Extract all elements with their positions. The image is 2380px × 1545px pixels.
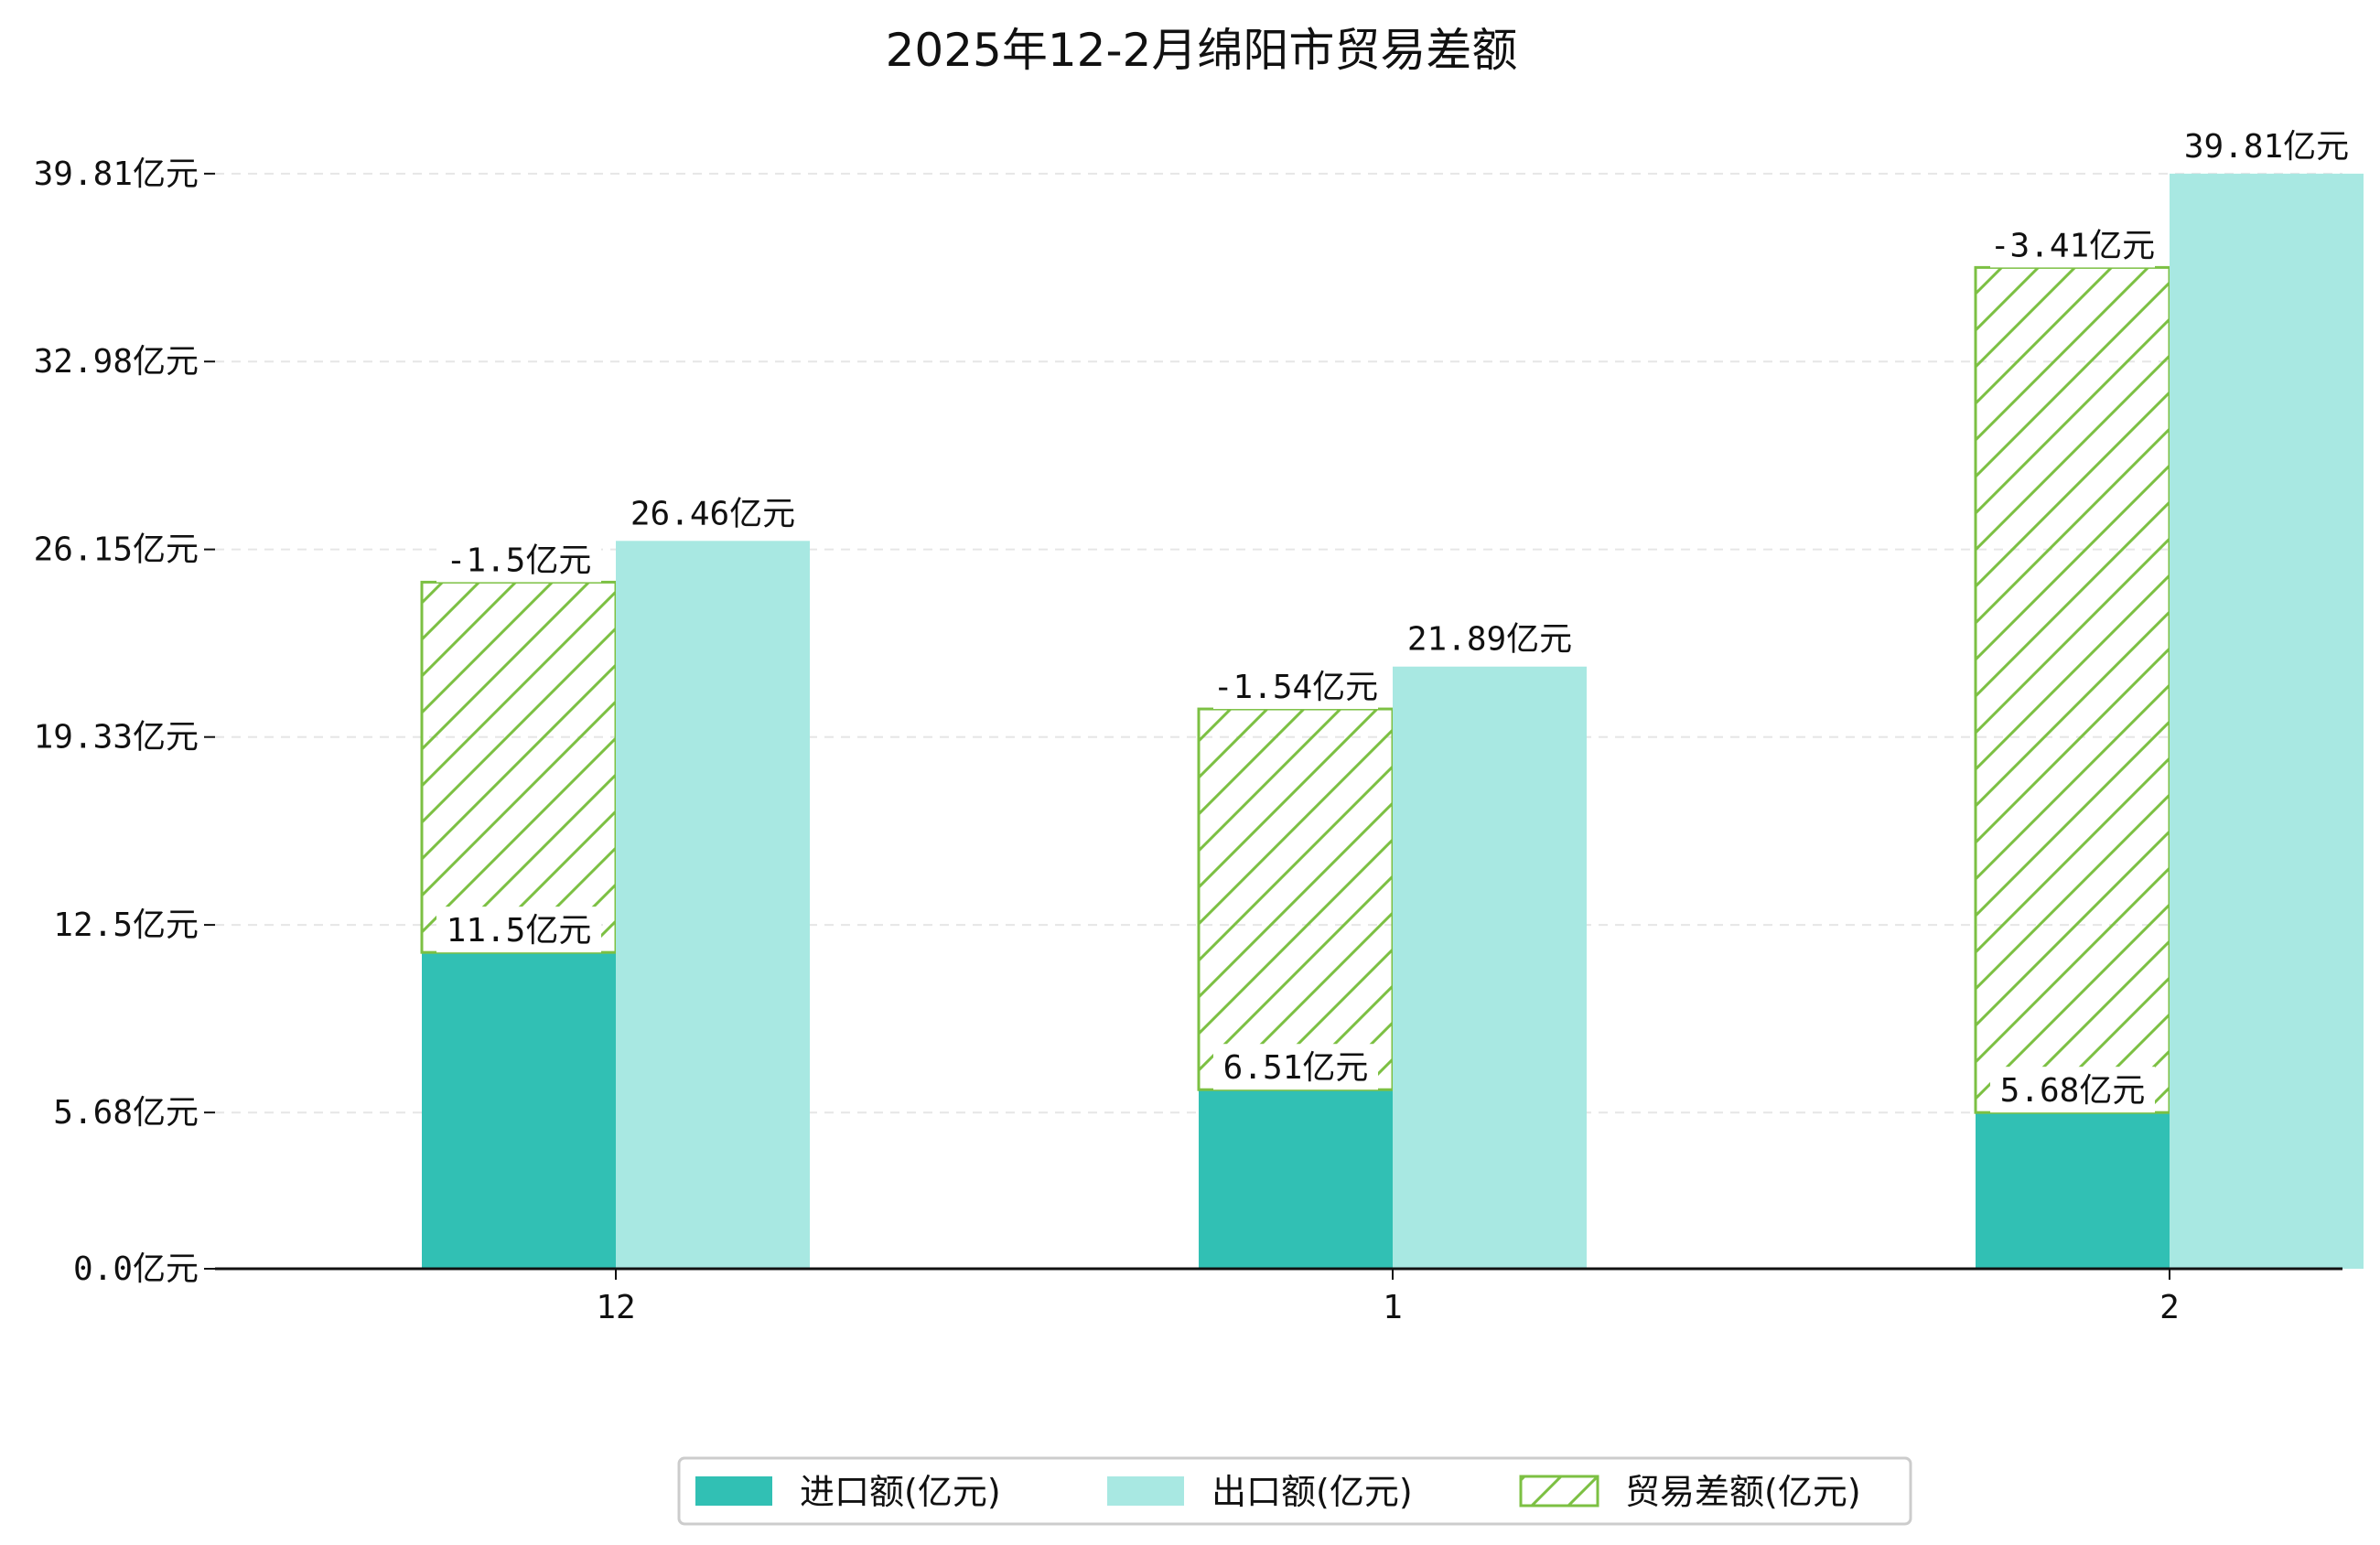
y-tick-label: 12.5亿元 <box>53 907 199 944</box>
balance-value-label-bg <box>1990 221 2155 268</box>
legend-label: 贸易差额(亿元) <box>1625 1472 1861 1512</box>
y-tick-label: 39.81亿元 <box>34 156 199 193</box>
legend-frame <box>677 1456 1912 1526</box>
value-labels: 11.5亿元 -1.5亿元 26.46亿元 6.51亿元 -1.54亿元 21.89亿元 5… <box>436 122 2349 1113</box>
import-bar <box>422 952 616 1269</box>
balance-value-label-bg <box>1213 663 1378 710</box>
x-tick-label: 1 <box>1383 1289 1403 1326</box>
balance-value-label: -3.41亿元 <box>1990 227 2155 264</box>
export-bar <box>1393 666 1587 1269</box>
import-value-label-bg <box>436 907 601 953</box>
import-value-label-bg <box>1213 1044 1378 1090</box>
balance-value-label-bg <box>436 536 601 583</box>
export-bar <box>616 541 810 1269</box>
import-bar <box>1976 1112 2170 1269</box>
import-value-label: 11.5亿元 <box>447 912 592 950</box>
export-value-label: 21.89亿元 <box>1407 621 1572 659</box>
balance-bar <box>420 580 618 954</box>
legend-swatch <box>695 1476 772 1506</box>
export-value-label-bg <box>2184 122 2349 168</box>
export-bar <box>2170 173 2364 1270</box>
import-value-label: 5.68亿元 <box>2000 1072 2146 1110</box>
legend-label: 进口额(亿元) <box>800 1472 1001 1512</box>
x-tick-label: 12 <box>596 1289 635 1326</box>
balance-bar <box>1974 265 2171 1114</box>
y-tick-label: 26.15亿元 <box>34 531 199 569</box>
import-value-label-bg <box>1990 1067 2155 1113</box>
import-value-label: 6.51亿元 <box>1223 1049 1369 1087</box>
axes: 0.0亿元 5.68亿元 12.5亿元 19.33亿元 26.15亿元 32.98亿元 39… <box>34 156 2342 1326</box>
export-value-label: 39.81亿元 <box>2184 128 2349 166</box>
legend-swatch <box>1107 1476 1184 1506</box>
balance-value-label: -1.54亿元 <box>1213 669 1378 706</box>
export-value-label: 26.46亿元 <box>630 495 795 532</box>
legend-swatch <box>1519 1475 1599 1507</box>
import-bar <box>1199 1089 1393 1269</box>
export-value-label-bg <box>630 489 795 536</box>
y-tick-label: 0.0亿元 <box>73 1250 199 1288</box>
chart-title: 2025年12-2月绵阳市贸易差额 <box>886 24 1518 77</box>
y-tick-label: 19.33亿元 <box>34 719 199 756</box>
balance-value-label: -1.5亿元 <box>447 542 592 579</box>
legend: 进口额(亿元) 出口额(亿元) 贸易差额(亿元) <box>677 1456 1912 1526</box>
balance-bar <box>1197 707 1395 1091</box>
export-value-label-bg <box>1407 615 1572 661</box>
y-tick-label: 32.98亿元 <box>34 343 199 381</box>
y-tick-label: 5.68亿元 <box>53 1094 199 1132</box>
x-tick-label: 2 <box>2159 1289 2180 1326</box>
bars <box>420 173 2364 1270</box>
legend-label: 出口额(亿元) <box>1212 1472 1413 1512</box>
